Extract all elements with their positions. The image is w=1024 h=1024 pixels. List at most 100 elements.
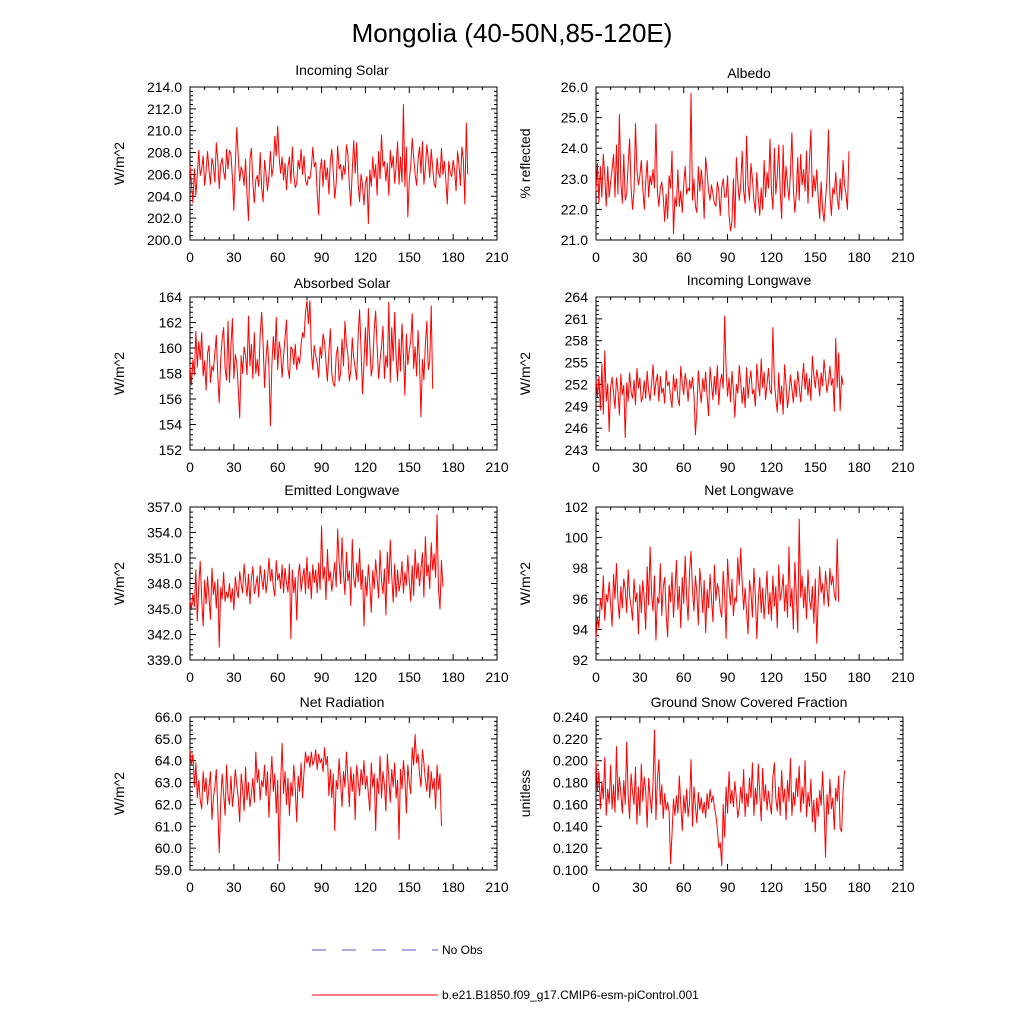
- y-tick-label: 246: [565, 420, 589, 436]
- x-tick-label: 120: [760, 669, 784, 685]
- x-tick-label: 210: [485, 669, 509, 685]
- y-tick-label: 24.0: [561, 140, 588, 156]
- plot-frame: [595, 86, 904, 241]
- chart-panel-6: 0 30 60 90 120 150 180 210 92 94 96 98 100 102 W/m^2 Ne…: [517, 482, 915, 685]
- chart-panel-4: 0 30 60 90 120 150 180 210 243 246 249 252 255 258 261…: [517, 272, 915, 475]
- x-tick-label: 180: [441, 249, 465, 265]
- series-line: [595, 315, 844, 439]
- x-tick-label: 150: [398, 249, 422, 265]
- x-tick-label: 0: [592, 879, 600, 895]
- x-tick-label: 60: [676, 459, 692, 475]
- x-tick-label: 210: [485, 459, 509, 475]
- series-line: [189, 300, 434, 427]
- y-tick-label: 0.160: [553, 796, 588, 812]
- x-tick-label: 180: [847, 879, 871, 895]
- y-axis-label: W/m^2: [517, 352, 533, 395]
- y-axis-label: W/m^2: [111, 142, 127, 185]
- y-tick-label: 206.0: [147, 166, 182, 182]
- y-tick-label: 26.0: [561, 79, 588, 95]
- panel-title: Net Longwave: [704, 482, 794, 498]
- legend: No Obs b.e21.B1850.f09_g17.CMIP6-esm-piC…: [312, 943, 699, 1002]
- y-tick-label: 339.0: [147, 652, 182, 668]
- y-tick-label: 92: [572, 652, 588, 668]
- x-tick-label: 90: [314, 459, 330, 475]
- x-tick-label: 30: [632, 669, 648, 685]
- y-tick-label: 345.0: [147, 601, 182, 617]
- y-tick-label: 164: [159, 289, 183, 305]
- y-axis-label: W/m^2: [517, 562, 533, 605]
- x-tick-label: 150: [398, 879, 422, 895]
- y-tick-label: 258: [565, 333, 589, 349]
- x-tick-label: 30: [226, 669, 242, 685]
- panels: 0 30 60 90 120 150 180 210 200.0 202.0 204.0 206.0 2…: [111, 62, 915, 895]
- x-tick-label: 60: [270, 669, 286, 685]
- y-tick-label: 102: [565, 499, 589, 515]
- plot-frame: [595, 296, 904, 451]
- y-tick-label: 160: [159, 340, 183, 356]
- x-tick-label: 210: [485, 879, 509, 895]
- x-tick-label: 0: [592, 669, 600, 685]
- x-tick-label: 0: [186, 669, 194, 685]
- plot-frame: [189, 86, 498, 241]
- y-tick-label: 162: [159, 315, 183, 331]
- x-tick-label: 180: [441, 459, 465, 475]
- y-axis-label: unitless: [517, 770, 533, 817]
- panel-title: Incoming Solar: [295, 62, 389, 78]
- y-axis-label: % reflected: [517, 128, 533, 198]
- x-tick-label: 60: [676, 879, 692, 895]
- plot-frame: [189, 716, 498, 871]
- chart-panel-8: 0 30 60 90 120 150 180 210 0.100 0.120 0.140 0.160 0…: [517, 694, 915, 895]
- y-tick-label: 0.240: [553, 709, 588, 725]
- x-tick-label: 120: [354, 249, 378, 265]
- y-tick-label: 204.0: [147, 188, 182, 204]
- y-tick-label: 0.100: [553, 862, 588, 878]
- series-line: [595, 92, 850, 235]
- x-tick-label: 0: [186, 459, 194, 475]
- x-tick-label: 210: [891, 249, 915, 265]
- y-tick-label: 214.0: [147, 79, 182, 95]
- y-tick-label: 94: [572, 621, 588, 637]
- y-tick-label: 158: [159, 366, 183, 382]
- x-tick-label: 150: [804, 459, 828, 475]
- y-tick-label: 249: [565, 398, 589, 414]
- x-tick-label: 210: [891, 459, 915, 475]
- y-tick-label: 21.0: [561, 232, 588, 248]
- x-tick-label: 90: [720, 459, 736, 475]
- y-tick-label: 23.0: [561, 171, 588, 187]
- y-tick-label: 0.120: [553, 840, 588, 856]
- y-tick-label: 351.0: [147, 550, 182, 566]
- chart-panel-3: 0 30 60 90 120 150 180 210 152 154 156 158 160 162 164…: [111, 275, 509, 475]
- y-tick-label: 357.0: [147, 499, 182, 515]
- chart-panel-1: 0 30 60 90 120 150 180 210 200.0 202.0 204.0 206.0 2…: [111, 62, 509, 265]
- y-tick-label: 261: [565, 311, 589, 327]
- x-tick-label: 60: [676, 669, 692, 685]
- series-line: [595, 729, 846, 867]
- x-tick-label: 30: [632, 879, 648, 895]
- series-line: [595, 518, 840, 644]
- y-tick-label: 243: [565, 442, 589, 458]
- y-tick-label: 98: [572, 560, 588, 576]
- legend-label-model: b.e21.B1850.f09_g17.CMIP6-esm-piControl.…: [442, 988, 699, 1002]
- panel-title: Ground Snow Covered Fraction: [651, 694, 848, 710]
- panel-title: Absorbed Solar: [294, 275, 391, 291]
- y-tick-label: 25.0: [561, 110, 588, 126]
- x-tick-label: 60: [270, 879, 286, 895]
- panel-title: Net Radiation: [300, 694, 385, 710]
- y-tick-label: 59.0: [155, 862, 182, 878]
- series-line: [189, 733, 442, 862]
- legend-label-no-obs: No Obs: [442, 943, 483, 957]
- y-tick-label: 0.140: [553, 818, 588, 834]
- x-tick-label: 0: [592, 249, 600, 265]
- x-tick-label: 30: [226, 249, 242, 265]
- chart-panel-7: 0 30 60 90 120 150 180 210 59.0 60.0 61.0 62.0 63.0 6…: [111, 694, 509, 895]
- y-tick-label: 210.0: [147, 123, 182, 139]
- series-line: [189, 514, 444, 648]
- x-tick-label: 60: [270, 249, 286, 265]
- x-tick-label: 120: [760, 249, 784, 265]
- y-tick-label: 354.0: [147, 525, 182, 541]
- y-tick-label: 255: [565, 355, 589, 371]
- y-tick-label: 65.0: [155, 731, 182, 747]
- x-tick-label: 210: [891, 669, 915, 685]
- x-tick-label: 120: [354, 669, 378, 685]
